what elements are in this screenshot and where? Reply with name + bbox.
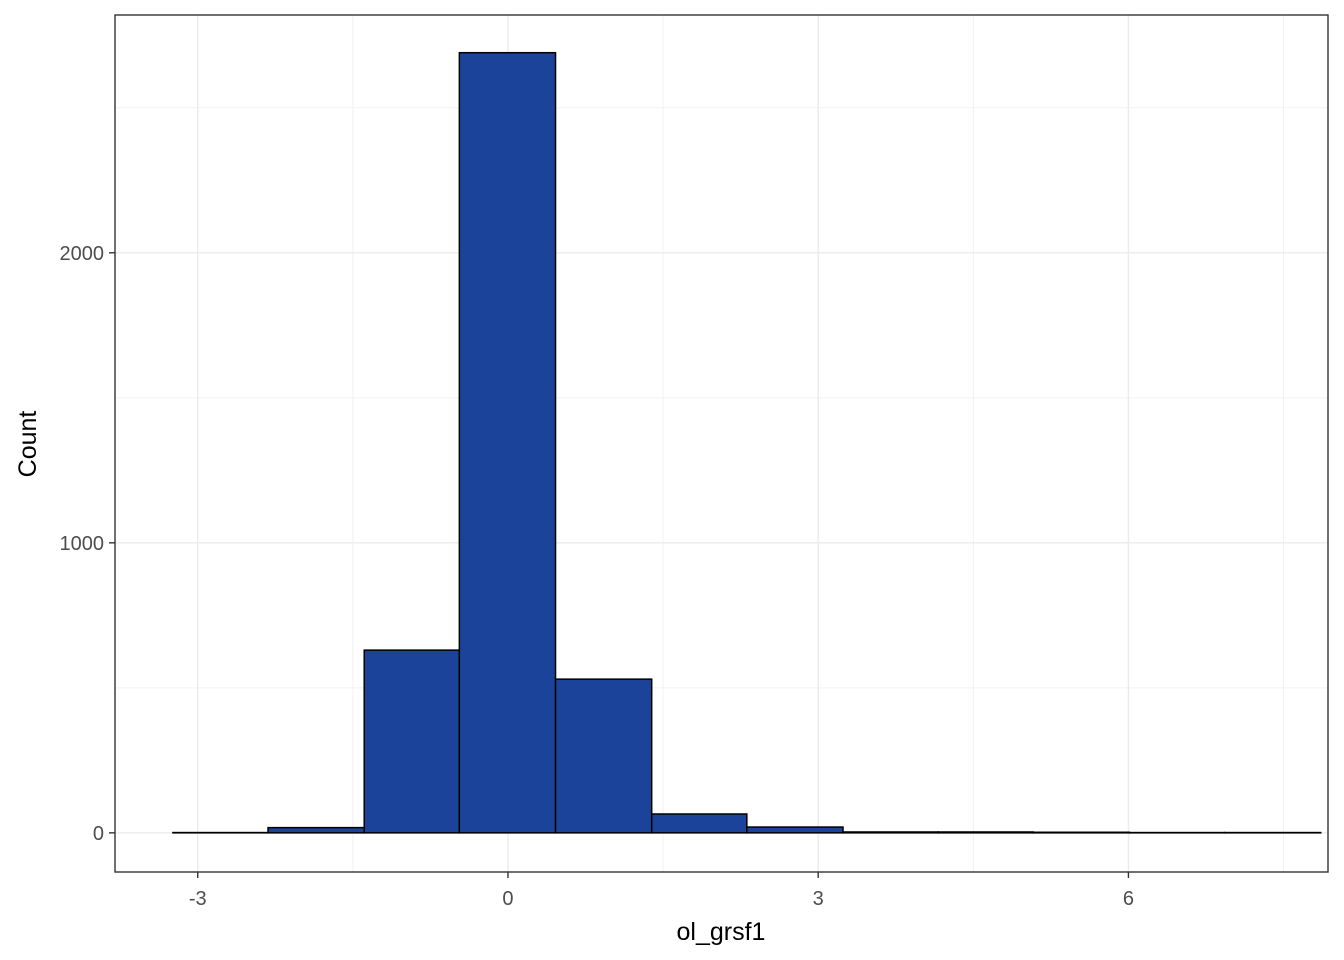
plot-panel-background: [115, 15, 1328, 872]
histogram-bar: [458, 51, 557, 834]
minor-gridlines: [115, 15, 1328, 872]
y-axis-title: Count: [14, 411, 42, 478]
x-tick-label: -3: [189, 888, 207, 910]
histogram-bar: [937, 831, 1035, 834]
x-axis-ticks: -3 0 3 6: [189, 872, 1134, 910]
histogram-bar: [746, 826, 844, 834]
y-tick-label: 0: [93, 823, 104, 845]
histogram-bar: [554, 678, 653, 834]
histogram-bar: [267, 826, 365, 834]
y-axis-ticks: 0 1000 2000: [60, 243, 115, 845]
histogram-bar: [650, 813, 748, 834]
x-tick-label: 3: [813, 888, 824, 910]
y-tick-label: 2000: [60, 243, 105, 265]
histogram-bar: [842, 831, 939, 834]
x-tick-label: 0: [502, 888, 513, 910]
histogram-bar: [1032, 831, 1131, 834]
plot-panel-border: [114, 14, 1329, 873]
x-tick-label: 6: [1123, 888, 1134, 910]
histogram-bar: [363, 649, 461, 834]
histogram-bars: [172, 51, 1322, 834]
x-axis-title: ol_grsf1: [677, 918, 766, 946]
y-tick-label: 1000: [60, 533, 105, 555]
